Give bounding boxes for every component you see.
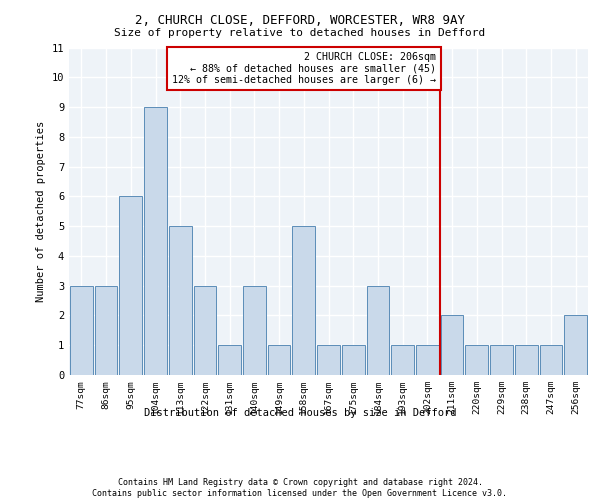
Text: 2, CHURCH CLOSE, DEFFORD, WORCESTER, WR8 9AY: 2, CHURCH CLOSE, DEFFORD, WORCESTER, WR8… [135, 14, 465, 27]
Y-axis label: Number of detached properties: Number of detached properties [36, 120, 46, 302]
Bar [342, 345, 365, 375]
Bar [169, 226, 191, 375]
Bar [243, 286, 266, 375]
Bar [539, 345, 562, 375]
Bar [292, 226, 315, 375]
Bar [490, 345, 513, 375]
Bar [194, 286, 216, 375]
Text: Contains HM Land Registry data © Crown copyright and database right 2024.
Contai: Contains HM Land Registry data © Crown c… [92, 478, 508, 498]
Bar [144, 107, 167, 375]
Bar [367, 286, 389, 375]
Bar [268, 345, 290, 375]
Bar [95, 286, 118, 375]
Bar [466, 345, 488, 375]
Text: Distribution of detached houses by size in Defford: Distribution of detached houses by size … [144, 408, 456, 418]
Bar [564, 316, 587, 375]
Text: Size of property relative to detached houses in Defford: Size of property relative to detached ho… [115, 28, 485, 38]
Bar [441, 316, 463, 375]
Bar [515, 345, 538, 375]
Bar [317, 345, 340, 375]
Bar [391, 345, 414, 375]
Bar [70, 286, 93, 375]
Text: 2 CHURCH CLOSE: 206sqm
← 88% of detached houses are smaller (45)
12% of semi-det: 2 CHURCH CLOSE: 206sqm ← 88% of detached… [172, 52, 436, 85]
Bar [416, 345, 439, 375]
Bar [218, 345, 241, 375]
Bar [119, 196, 142, 375]
